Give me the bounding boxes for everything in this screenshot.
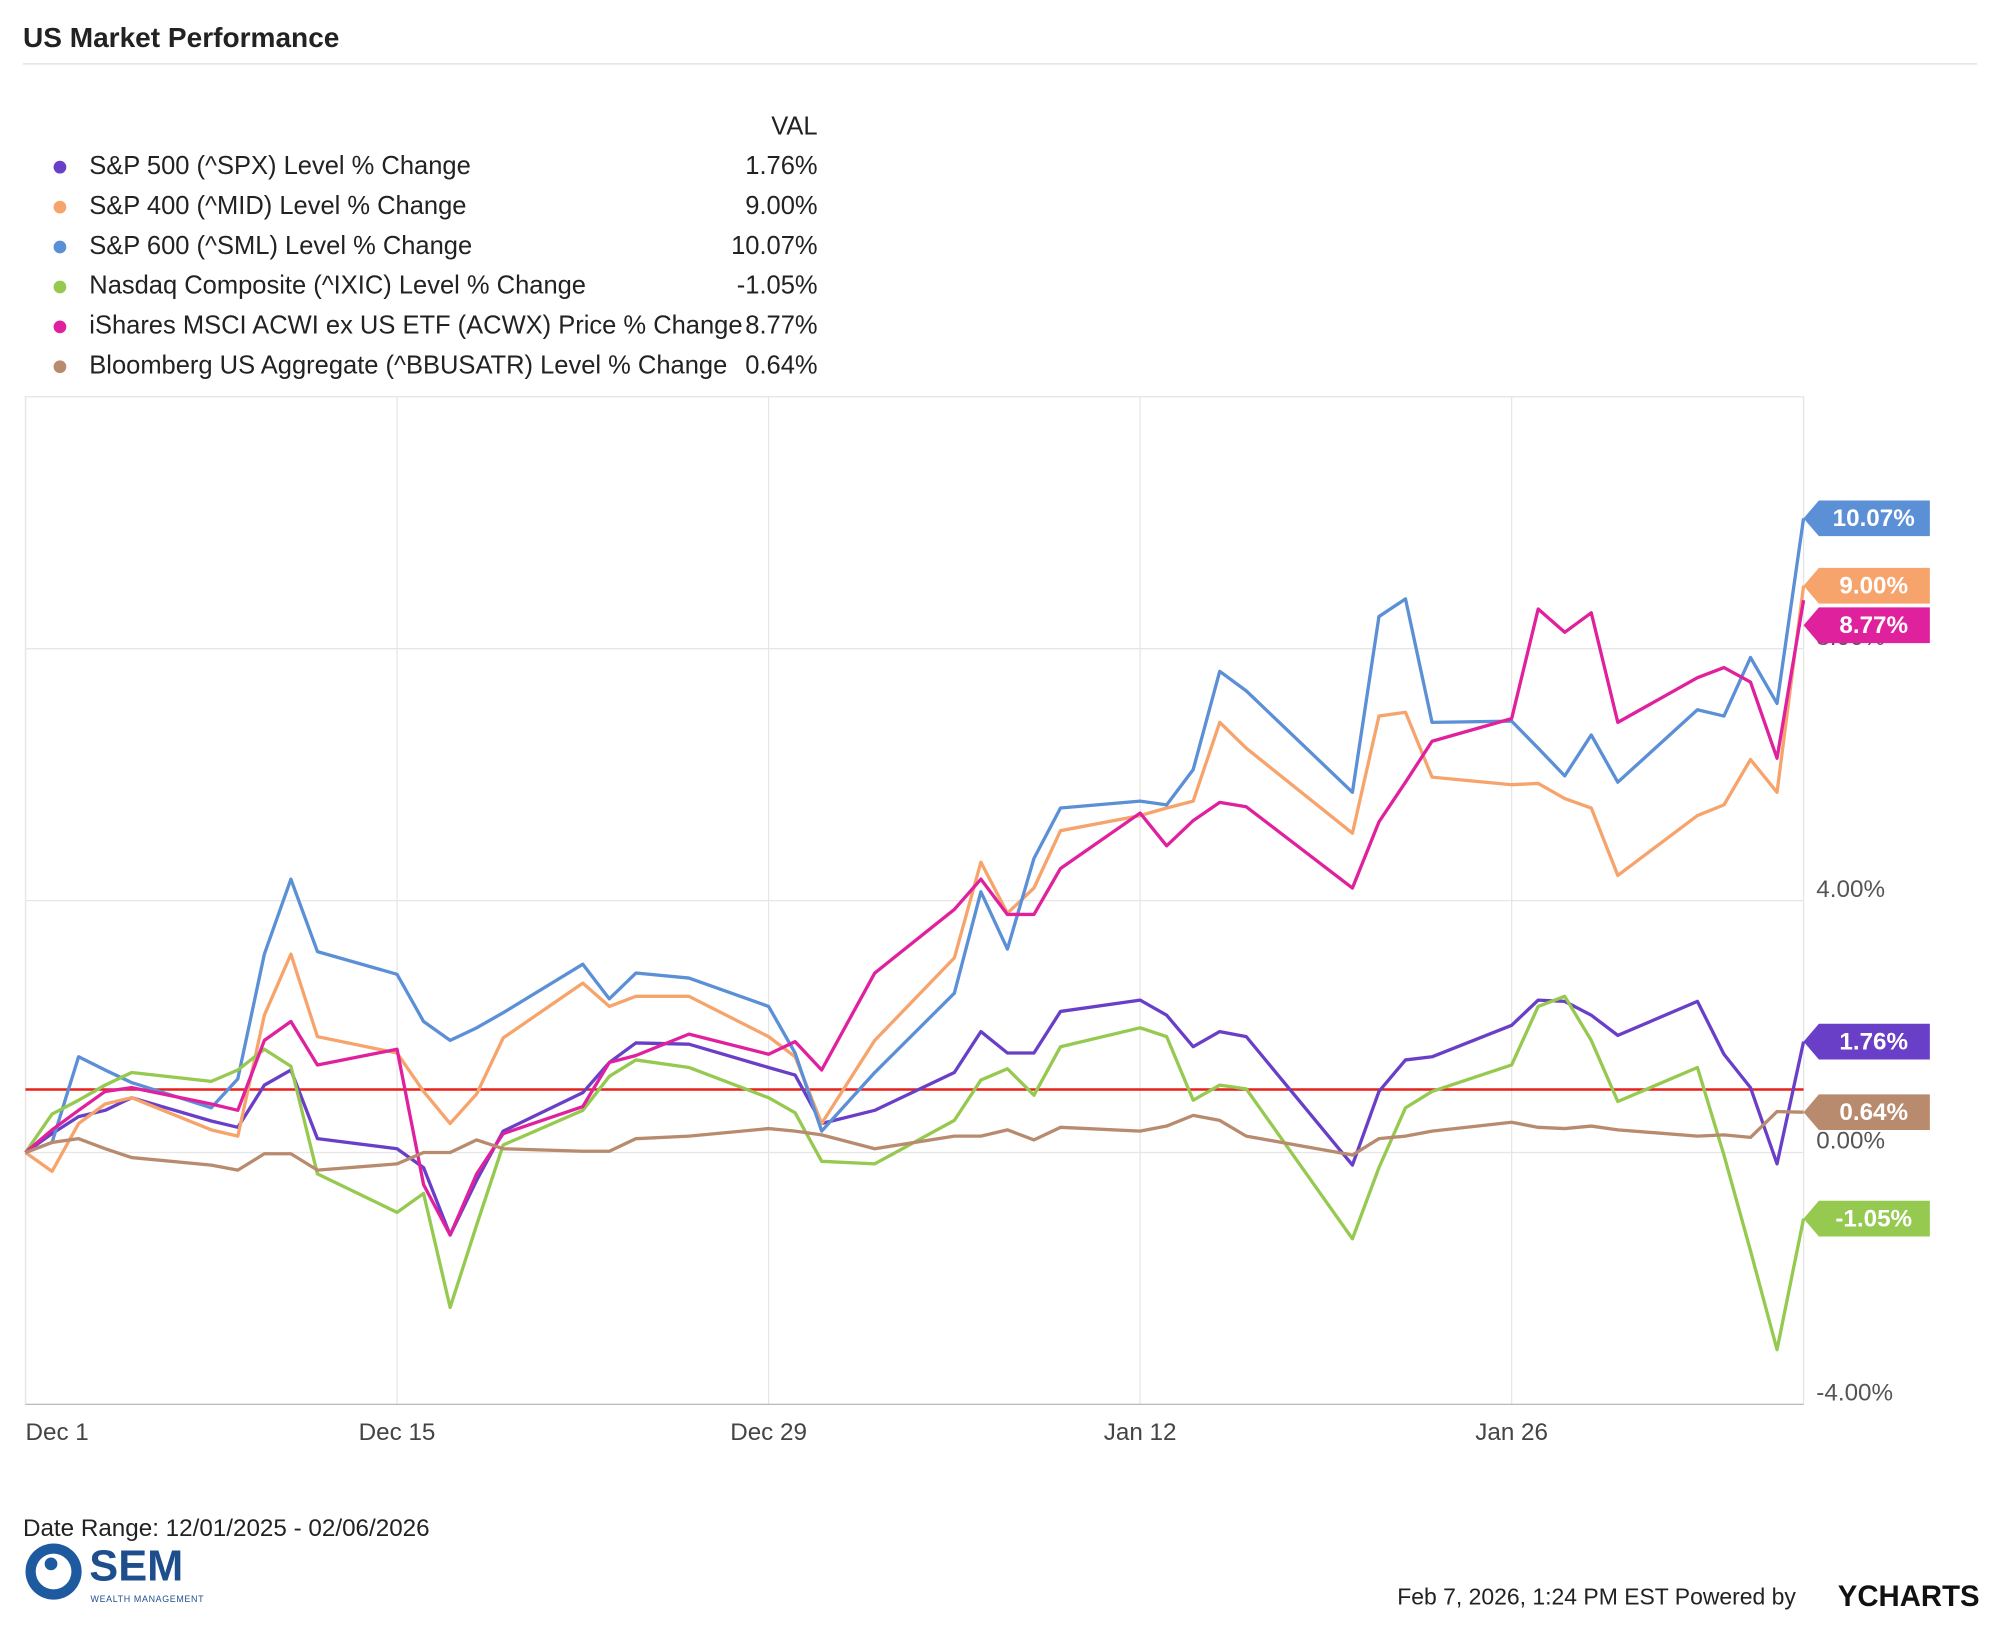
x-tick-label: Dec 1 [26, 1419, 89, 1446]
end-tag [1803, 1023, 1930, 1060]
logo-icon-dot [44, 1557, 58, 1571]
logo-name: SEM [89, 1542, 183, 1590]
legend-value: 0.64% [745, 352, 817, 380]
chart-title: US Market Performance [23, 22, 339, 53]
end-tag-label: 8.77% [1839, 612, 1908, 639]
legend-marker [53, 280, 67, 294]
x-tick-label: Jan 26 [1475, 1419, 1548, 1446]
logo: SEM WEALTH MANAGEMENT [25, 1542, 205, 1604]
end-tag [1803, 1200, 1930, 1237]
series-line [24, 1109, 1804, 1172]
legend-value: 10.07% [731, 232, 818, 260]
logo-icon-inner [35, 1553, 72, 1590]
series-line [24, 998, 1806, 1237]
brand: YCHARTS [1838, 1580, 1980, 1613]
legend-value: -1.05% [737, 272, 818, 300]
timestamp: Feb 7, 2026, 1:24 PM EST Powered by [1397, 1583, 1796, 1609]
x-tick-label: Dec 29 [730, 1419, 807, 1446]
y-tick-label: -4.00% [1816, 1380, 1893, 1407]
legend-marker [53, 240, 67, 254]
end-tag [1803, 567, 1930, 604]
date-range: Date Range: 12/01/2025 - 02/06/2026 [23, 1515, 430, 1542]
x-tick-label: Jan 12 [1104, 1419, 1177, 1446]
end-tag [1803, 1094, 1930, 1131]
legend-label: S&P 500 (^SPX) Level % Change [89, 152, 470, 180]
legend-label: S&P 600 (^SML) Level % Change [89, 232, 472, 260]
end-tag-label: 0.64% [1839, 1099, 1908, 1126]
end-tag-label: -1.05% [1835, 1205, 1912, 1232]
legend-marker [53, 200, 67, 214]
series-line [24, 518, 1806, 1155]
legend-marker [53, 360, 67, 374]
y-tick-label: 4.00% [1816, 876, 1885, 903]
legend-label: iShares MSCI ACWI ex US ETF (ACWX) Price… [89, 312, 742, 340]
x-tick-label: Dec 15 [359, 1419, 436, 1446]
end-tag-label: 9.00% [1839, 572, 1908, 599]
series-line [24, 599, 1806, 1237]
legend-marker [53, 160, 67, 174]
series-line [24, 994, 1806, 1352]
legend-value: 1.76% [745, 152, 817, 180]
legend-label: S&P 400 (^MID) Level % Change [89, 192, 466, 220]
legend-label: Nasdaq Composite (^IXIC) Level % Change [89, 272, 586, 300]
legend-value: 8.77% [745, 312, 817, 340]
logo-sub: WEALTH MANAGEMENT [91, 1594, 205, 1604]
legend-marker [53, 320, 67, 334]
series-line [24, 585, 1806, 1174]
legend-header: VAL [771, 112, 817, 140]
end-tag-label: 10.07% [1833, 505, 1915, 532]
legend-label: Bloomberg US Aggregate (^BBUSATR) Level … [89, 352, 727, 380]
end-tag [1803, 500, 1930, 537]
end-tag [1803, 607, 1930, 644]
end-tag-label: 1.76% [1839, 1028, 1908, 1055]
legend-value: 9.00% [745, 192, 817, 220]
y-tick-label: 0.00% [1816, 1128, 1885, 1155]
